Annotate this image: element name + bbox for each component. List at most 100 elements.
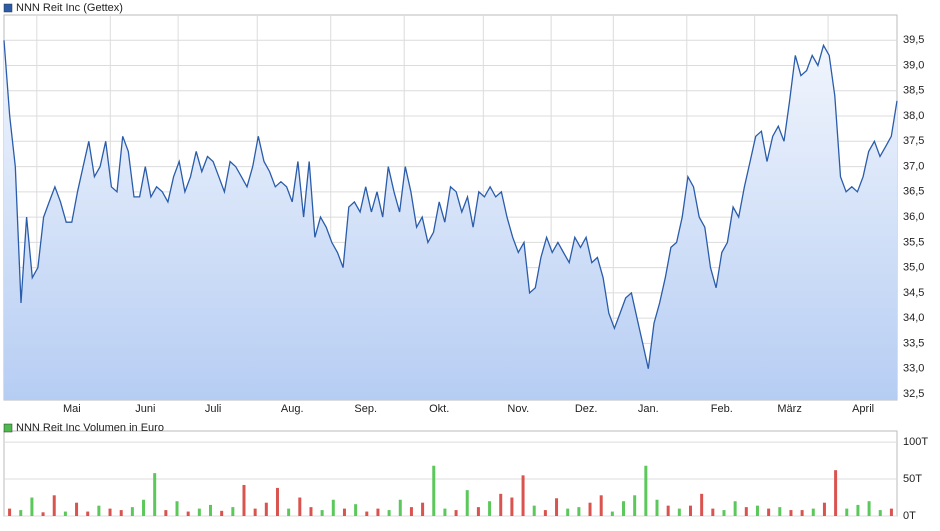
volume-bar (644, 465, 648, 516)
volume-bar (86, 511, 90, 516)
volume-bar (845, 508, 849, 516)
volume-bar (532, 505, 536, 516)
volume-bar (811, 508, 815, 516)
volume-bar (164, 510, 168, 516)
volume-bar (8, 508, 12, 516)
volume-bar (889, 508, 893, 516)
volume-bar (153, 473, 157, 516)
volume-bar (655, 499, 659, 516)
volume-bar (622, 501, 626, 516)
volume-bar (510, 497, 514, 516)
x-tick-label: Sep. (354, 403, 377, 415)
x-tick-label: Aug. (281, 403, 304, 415)
volume-bar (577, 507, 581, 516)
x-tick-label: Jan. (638, 403, 659, 415)
volume-bar (130, 507, 134, 516)
volume-bar (287, 508, 291, 516)
volume-bar (488, 501, 492, 516)
volume-bar (767, 508, 771, 516)
y-tick-label: 39,0 (903, 59, 924, 71)
volume-bar (52, 495, 56, 516)
volume-bar (275, 487, 279, 516)
y-tick-label: 37,0 (903, 160, 924, 172)
volume-bar (19, 510, 23, 516)
y-tick-label: 38,5 (903, 85, 924, 97)
y-tick-label: 39,5 (903, 34, 924, 46)
volume-bar (398, 499, 402, 516)
volume-bar (867, 501, 871, 516)
volume-bar (108, 508, 112, 516)
legend-swatch (3, 3, 13, 13)
volume-bar (387, 510, 391, 516)
volume-bar (566, 508, 570, 516)
y-tick-label: 34,0 (903, 312, 924, 324)
volume-bar (443, 508, 447, 516)
volume-bar (834, 470, 838, 516)
volume-bar (610, 511, 614, 516)
y-tick-label: 0T (903, 510, 916, 522)
x-tick-label: Feb. (711, 403, 733, 415)
y-tick-label: 100T (903, 436, 928, 448)
volume-bar (354, 504, 358, 516)
volume-bar (331, 499, 335, 516)
volume-bar (142, 499, 146, 516)
volume-bar (722, 510, 726, 516)
y-tick-label: 38,0 (903, 110, 924, 122)
volume-bar (778, 507, 782, 516)
volume-bar (119, 510, 123, 516)
volume-bar (231, 507, 235, 516)
y-tick-label: 37,5 (903, 135, 924, 147)
volume-bar (633, 495, 637, 516)
volume-bar (476, 507, 480, 516)
y-tick-label: 35,0 (903, 262, 924, 274)
volume-bar (209, 504, 213, 516)
volume-bar (186, 511, 190, 516)
volume-bar (465, 490, 469, 516)
volume-bar (342, 508, 346, 516)
volume-bar (63, 511, 67, 516)
volume-bar (543, 510, 547, 516)
legend-label: NNN Reit Inc Volumen in Euro (16, 422, 164, 434)
volume-bar (41, 512, 45, 516)
volume-bar (521, 475, 525, 516)
volume-bar (75, 502, 79, 516)
volume-bar (599, 495, 603, 516)
volume-bar (253, 508, 257, 516)
x-tick-label: Juni (135, 403, 155, 415)
price-area (4, 40, 897, 401)
volume-bar (242, 484, 246, 516)
volume-bar (688, 505, 692, 516)
legend-label: NNN Reit Inc (Gettex) (16, 2, 123, 14)
volume-bar (700, 493, 704, 516)
y-tick-label: 34,5 (903, 287, 924, 299)
x-tick-label: Nov. (507, 403, 529, 415)
volume-bar (856, 504, 860, 516)
volume-bar (800, 510, 804, 516)
volume-bar (733, 501, 737, 516)
volume-bar (454, 510, 458, 516)
volume-bar (666, 505, 670, 516)
volume-bar (376, 508, 380, 516)
y-tick-label: 35,5 (903, 236, 924, 248)
plot-area (3, 430, 898, 517)
x-tick-label: Dez. (575, 403, 598, 415)
price-line (3, 40, 898, 369)
volume-bar (264, 502, 268, 516)
volume-bar (432, 465, 436, 516)
volume-bar (175, 501, 179, 516)
y-tick-label: 36,0 (903, 211, 924, 223)
volume-bar (555, 498, 559, 516)
volume-bar (409, 507, 413, 516)
volume-bar (365, 511, 369, 516)
y-tick-label: 33,0 (903, 363, 924, 375)
volume-bar (298, 497, 302, 516)
y-tick-label: 36,5 (903, 186, 924, 198)
x-tick-label: März (777, 403, 801, 415)
volume-bar (309, 507, 313, 516)
x-tick-label: Mai (63, 403, 81, 415)
volume-bar (499, 493, 503, 516)
y-tick-label: 50T (903, 473, 922, 485)
volume-bar (588, 502, 592, 516)
volume-bar (320, 510, 324, 516)
